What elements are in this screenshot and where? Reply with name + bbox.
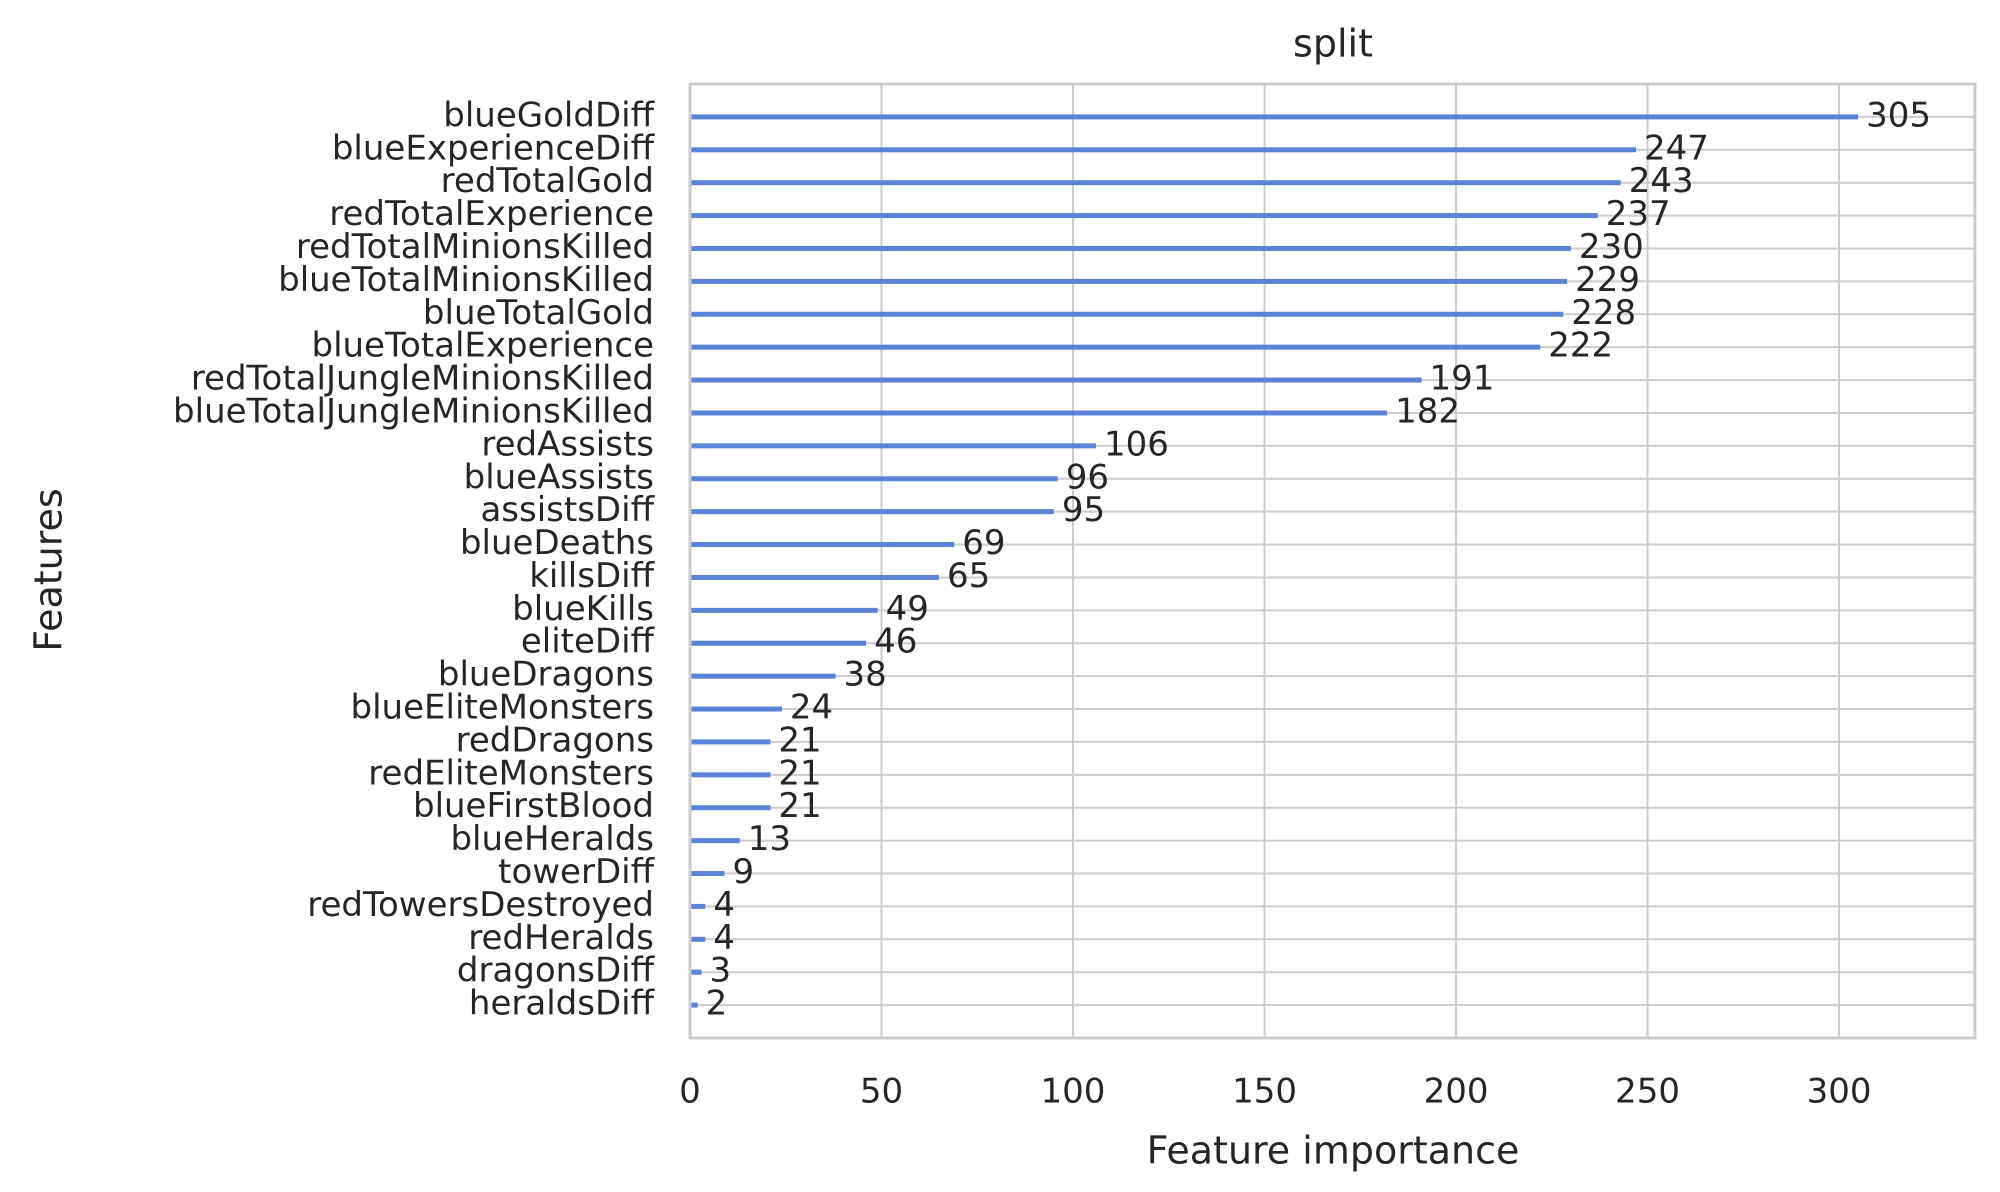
y-tick-label: blueKills xyxy=(512,589,654,629)
y-tick-label: blueTotalMinionsKilled xyxy=(278,260,654,300)
bar xyxy=(690,673,836,679)
bar xyxy=(690,344,1541,350)
value-label: 2 xyxy=(706,984,728,1024)
value-label: 46 xyxy=(874,622,917,662)
value-label: 24 xyxy=(790,688,833,728)
y-tick-label: redTotalGold xyxy=(441,161,654,201)
y-tick-label: assistsDiff xyxy=(480,490,655,530)
value-label: 9 xyxy=(732,852,754,892)
value-label: 49 xyxy=(886,589,929,629)
x-tick-label: 300 xyxy=(1807,1072,1872,1112)
bar xyxy=(690,640,867,646)
value-label: 21 xyxy=(778,786,821,826)
bar xyxy=(690,245,1571,251)
x-axis-label: Feature importance xyxy=(1147,1129,1520,1173)
value-label: 21 xyxy=(778,753,821,793)
value-label: 69 xyxy=(962,523,1005,563)
bar xyxy=(690,213,1598,219)
bar xyxy=(690,147,1637,153)
y-tick-label: blueFirstBlood xyxy=(413,786,654,826)
value-label: 95 xyxy=(1062,490,1105,530)
y-tick-label: blueEliteMonsters xyxy=(351,688,654,728)
y-tick-label: blueExperienceDiff xyxy=(332,128,656,168)
value-label: 305 xyxy=(1866,95,1931,135)
y-tick-label: blueAssists xyxy=(464,457,654,497)
x-tick-label: 50 xyxy=(860,1072,903,1112)
bar xyxy=(690,903,706,909)
value-label: 243 xyxy=(1629,161,1694,201)
x-tick-label: 200 xyxy=(1424,1072,1489,1112)
bar xyxy=(690,443,1096,449)
value-label: 3 xyxy=(709,951,731,991)
value-label: 65 xyxy=(947,556,990,596)
bar xyxy=(690,706,782,712)
value-label: 237 xyxy=(1606,194,1671,234)
bar xyxy=(690,278,1568,284)
value-label: 229 xyxy=(1575,260,1640,300)
y-tick-label: blueTotalJungleMinionsKilled xyxy=(173,391,654,431)
y-tick-label: redTotalJungleMinionsKilled xyxy=(191,359,654,399)
y-tick-label: redTotalMinionsKilled xyxy=(296,227,654,267)
value-label: 106 xyxy=(1104,424,1169,464)
y-tick-label: blueHeralds xyxy=(450,819,654,859)
y-tick-label: eliteDiff xyxy=(521,622,656,662)
y-tick-label: blueTotalGold xyxy=(423,293,654,333)
value-label: 191 xyxy=(1430,359,1495,399)
y-tick-label: redDragons xyxy=(456,720,654,760)
y-tick-label: redTowersDestroyed xyxy=(307,885,654,925)
value-label: 4 xyxy=(713,885,735,925)
value-label: 230 xyxy=(1579,227,1644,267)
y-tick-label: blueGoldDiff xyxy=(443,95,655,135)
y-tick-label: towerDiff xyxy=(498,852,655,892)
x-tick-label: 250 xyxy=(1615,1072,1680,1112)
y-tick-label: redTotalExperience xyxy=(329,194,654,234)
bar xyxy=(690,542,955,548)
bar xyxy=(690,574,939,580)
chart-title: split xyxy=(1293,22,1373,66)
bar xyxy=(690,739,771,745)
bar xyxy=(690,607,878,613)
bar xyxy=(690,476,1058,482)
value-label: 96 xyxy=(1066,457,1109,497)
bar xyxy=(690,180,1621,186)
x-tick-label: 100 xyxy=(1041,1072,1106,1112)
y-tick-label: blueTotalExperience xyxy=(311,326,654,366)
bar xyxy=(690,772,771,778)
plot-frame xyxy=(688,82,1977,1040)
y-tick-label: redHeralds xyxy=(468,918,654,958)
bar xyxy=(690,805,771,811)
bar xyxy=(690,377,1422,383)
bar xyxy=(690,311,1564,317)
y-tick-label: blueDeaths xyxy=(460,523,654,563)
value-label: 247 xyxy=(1644,128,1709,168)
value-label: 21 xyxy=(778,720,821,760)
value-label: 4 xyxy=(713,918,735,958)
bar xyxy=(690,838,740,844)
y-tick-label: dragonsDiff xyxy=(457,951,656,991)
bar xyxy=(690,969,702,975)
bar xyxy=(690,1002,698,1008)
x-tick-label: 150 xyxy=(1232,1072,1297,1112)
value-label: 222 xyxy=(1548,326,1613,366)
bar xyxy=(690,114,1859,120)
y-tick-label: redAssists xyxy=(481,424,654,464)
x-tick-label: 0 xyxy=(679,1072,701,1112)
value-label: 38 xyxy=(844,655,887,695)
value-label: 13 xyxy=(748,819,791,859)
bar xyxy=(690,410,1388,416)
y-axis-label: Features xyxy=(27,488,71,651)
y-tick-label: redEliteMonsters xyxy=(368,753,654,793)
bar xyxy=(690,936,706,942)
value-label: 182 xyxy=(1395,391,1460,431)
y-tick-label: killsDiff xyxy=(529,556,655,596)
value-label: 228 xyxy=(1571,293,1636,333)
bar xyxy=(690,509,1054,515)
bar xyxy=(690,871,725,877)
y-tick-label: blueDragons xyxy=(438,655,654,695)
y-tick-label: heraldsDiff xyxy=(469,984,656,1024)
